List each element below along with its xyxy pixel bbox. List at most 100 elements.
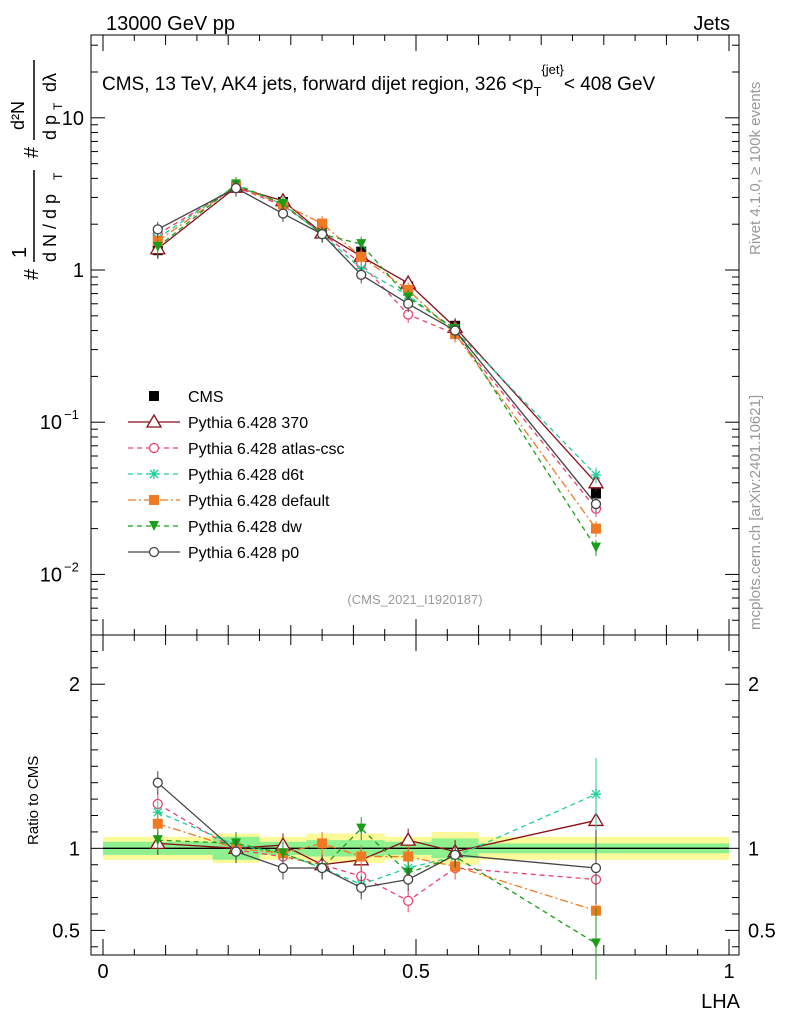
main-data-point bbox=[230, 183, 242, 194]
x-tick-label: 1 bbox=[723, 961, 734, 983]
ratio-data-point bbox=[152, 835, 163, 846]
legend-label: Pythia 6.428 default bbox=[188, 493, 330, 510]
legend-marker bbox=[149, 391, 159, 401]
main-data-point bbox=[590, 488, 601, 499]
main-series-group bbox=[149, 176, 605, 557]
legend-label: Pythia 6.428 atlas-csc bbox=[188, 441, 345, 458]
main-y-axis-label: # 1 d N / d p T # d²N d p T dλ bbox=[8, 60, 65, 280]
ratio-data-point bbox=[152, 777, 163, 788]
ratio-y-tick-label-right: 1 bbox=[748, 838, 759, 860]
main-data-point bbox=[316, 229, 328, 240]
ratio-series-2 bbox=[152, 758, 601, 896]
main-data-point bbox=[356, 269, 367, 280]
y-label-denominator: d N / d p bbox=[40, 194, 60, 262]
ratio-data-point bbox=[590, 789, 601, 800]
legend: CMS Pythia 6.428 370 Pythia 6.428 atlas-cs… bbox=[128, 389, 345, 562]
ratio-data-point bbox=[356, 882, 367, 893]
legend-label: Pythia 6.428 p0 bbox=[188, 545, 299, 562]
ratio-data-point bbox=[356, 851, 367, 862]
legend-marker bbox=[148, 546, 160, 558]
main-y-tick-label: 10 bbox=[40, 564, 62, 586]
main-y-tick-label: 10 bbox=[62, 108, 84, 130]
main-data-point bbox=[317, 218, 328, 229]
main-data-point bbox=[590, 470, 601, 481]
ratio-data-point bbox=[277, 848, 288, 859]
ratio-data-point bbox=[403, 895, 414, 906]
y-label-denominator-sub: T bbox=[51, 172, 65, 180]
y-label-one: 1 bbox=[9, 247, 31, 258]
ratio-data-point bbox=[590, 862, 602, 874]
main-series-line bbox=[157, 186, 597, 510]
main-y-tick-label-exponent: −1 bbox=[64, 407, 79, 422]
main-data-point bbox=[403, 284, 414, 295]
main-series-line bbox=[157, 187, 597, 505]
main-series-line bbox=[157, 183, 597, 548]
main-data-point bbox=[356, 239, 367, 250]
ratio-data-point bbox=[317, 838, 328, 849]
main-data-point bbox=[590, 523, 601, 534]
ratio-data-point bbox=[230, 846, 242, 857]
ratio-data-point bbox=[152, 818, 163, 829]
main-series-6 bbox=[152, 180, 602, 513]
y-label-denominator-2: d p bbox=[40, 115, 60, 140]
main-series-5 bbox=[152, 176, 601, 557]
ratio-uncertainty-bands bbox=[103, 831, 729, 865]
ratio-series-3 bbox=[152, 812, 601, 947]
main-y-tick-label: 1 bbox=[73, 260, 84, 282]
legend-marker bbox=[149, 521, 159, 531]
ratio-y-tick-label-left: 1 bbox=[69, 838, 80, 860]
main-data-point bbox=[449, 325, 461, 336]
ratio-data-point bbox=[449, 849, 461, 861]
x-axis-label: LHA bbox=[701, 991, 741, 1013]
x-tick-label: 0 bbox=[97, 961, 108, 983]
ratio-y-axis-label: Ratio to CMS bbox=[25, 756, 42, 845]
legend-label: CMS bbox=[188, 389, 224, 406]
ratio-series-line bbox=[157, 803, 597, 902]
legend-label: Pythia 6.428 d6t bbox=[188, 467, 304, 484]
ratio-data-point bbox=[356, 823, 367, 834]
y-label-denominator-2-lambda: dλ bbox=[40, 73, 60, 92]
ratio-series-group bbox=[149, 758, 605, 980]
analysis-annotation: (CMS_2021_I1920187) bbox=[347, 592, 482, 607]
ratio-series-line bbox=[157, 782, 597, 889]
main-title-text: CMS, 13 TeV, AK4 jets, forward dijet reg… bbox=[102, 74, 533, 95]
ratio-y-tick-label-left: 0.5 bbox=[52, 920, 80, 942]
ratio-data-point bbox=[403, 874, 414, 885]
main-y-tick-label: 10 bbox=[40, 412, 62, 434]
ratio-data-point bbox=[316, 862, 328, 874]
x-tick-label: 0.5 bbox=[402, 961, 430, 983]
header-right-label: Jets bbox=[693, 13, 730, 35]
ratio-y-tick-label-right: 0.5 bbox=[748, 920, 776, 942]
y-label-denominator-2-sub: T bbox=[51, 102, 65, 110]
rivet-version-label: Rivet 4.1.0, ≥ 100k events bbox=[747, 82, 764, 255]
legend-marker bbox=[149, 495, 159, 505]
main-data-point bbox=[590, 498, 602, 510]
ratio-y-tick-label-left: 2 bbox=[69, 674, 80, 696]
ratio-data-point bbox=[590, 938, 601, 949]
main-data-point bbox=[277, 208, 289, 219]
main-data-point bbox=[152, 224, 163, 235]
main-title-end: < 408 GeV bbox=[564, 74, 656, 95]
ratio-series-line bbox=[157, 819, 597, 866]
main-title-sup: {jet} bbox=[541, 62, 564, 77]
y-label-numerator: d²N bbox=[8, 101, 28, 130]
main-title: CMS, 13 TeV, AK4 jets, forward dijet reg… bbox=[102, 62, 656, 99]
ratio-data-point bbox=[277, 862, 289, 874]
main-series-line bbox=[157, 185, 597, 529]
main-series-line bbox=[157, 184, 597, 476]
main-data-point bbox=[403, 298, 414, 309]
y-label-hash-2: # bbox=[21, 146, 43, 158]
main-title-sub: T bbox=[533, 84, 541, 99]
main-series-3 bbox=[152, 177, 601, 484]
main-data-point bbox=[590, 542, 601, 553]
legend-label: Pythia 6.428 370 bbox=[188, 415, 308, 432]
ratio-data-point bbox=[403, 851, 414, 862]
ratio-series-5 bbox=[152, 771, 602, 905]
mcplots-label: mcplots.cern.ch [arXiv:2401.10621] bbox=[747, 395, 764, 630]
main-data-point bbox=[277, 198, 288, 209]
ratio-y-tick-label-right: 2 bbox=[748, 674, 759, 696]
legend-marker bbox=[148, 442, 160, 454]
main-y-tick-label-exponent: −2 bbox=[64, 559, 79, 574]
